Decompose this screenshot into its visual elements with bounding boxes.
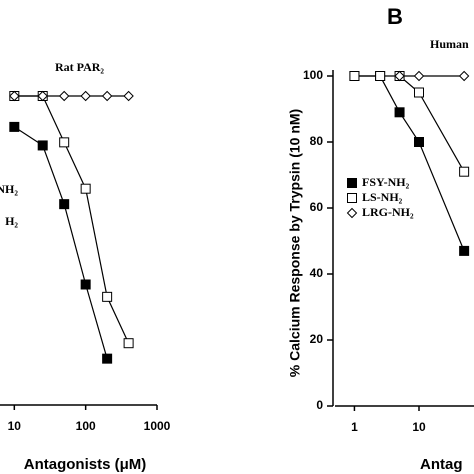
data-point <box>414 87 424 98</box>
legend-marker <box>347 193 357 203</box>
plot-area <box>349 70 470 256</box>
panel-label: B <box>387 4 403 29</box>
legend-marker <box>347 178 357 188</box>
legend-label: H₂ <box>5 214 18 228</box>
y-tick-label: 100 <box>303 68 323 82</box>
x-tick-label: 10 <box>412 420 426 434</box>
data-point <box>394 107 405 118</box>
y-tick-label: 60 <box>310 200 324 214</box>
y-tick-label: 40 <box>310 266 324 280</box>
data-point <box>123 338 134 349</box>
chart-title: Rat PAR₂ <box>55 60 104 74</box>
data-point <box>101 90 113 102</box>
data-point <box>80 279 91 290</box>
data-point <box>349 71 360 81</box>
series-line <box>14 95 130 344</box>
legend-label: NH₂ <box>0 182 18 196</box>
data-point <box>80 90 91 102</box>
data-point <box>80 183 91 194</box>
series-line <box>13 126 108 359</box>
x-tick-label: 10 <box>8 419 22 433</box>
data-point <box>102 353 113 364</box>
data-point <box>413 70 425 82</box>
data-point <box>459 166 470 177</box>
data-point <box>59 199 70 210</box>
data-point <box>59 137 70 148</box>
legend-label: LS-NH₂ <box>362 190 403 204</box>
data-point <box>458 70 470 82</box>
data-point <box>394 70 405 82</box>
legend-label: LRG-NH₂ <box>362 205 414 219</box>
data-point <box>375 71 386 81</box>
plot-area <box>9 90 134 364</box>
data-point <box>102 291 113 302</box>
series-line <box>354 75 465 252</box>
x-tick-label: 1 <box>351 420 358 434</box>
y-tick-label: 80 <box>310 134 324 148</box>
data-point <box>58 90 70 102</box>
data-point <box>37 90 48 102</box>
x-tick-label: 100 <box>76 419 96 433</box>
chart-title: Human <box>430 37 469 51</box>
y-tick-label: 0 <box>316 398 323 412</box>
data-point <box>414 137 424 147</box>
data-point <box>123 90 134 102</box>
series-line <box>354 75 465 172</box>
x-tick-label: 1000 <box>144 419 171 433</box>
data-point <box>9 90 20 102</box>
data-point <box>459 245 470 256</box>
x-axis-label: Antag <box>420 456 463 473</box>
x-axis-label: Antagonists (μM) <box>24 456 147 473</box>
data-point <box>37 140 48 151</box>
legend-label: FSY-NH₂ <box>362 175 410 189</box>
y-axis-label: % Calcium Response by Trypsin (10 nM) <box>287 109 303 377</box>
y-tick-label: 20 <box>310 332 324 346</box>
legend-marker <box>346 207 358 219</box>
data-point <box>9 121 20 132</box>
